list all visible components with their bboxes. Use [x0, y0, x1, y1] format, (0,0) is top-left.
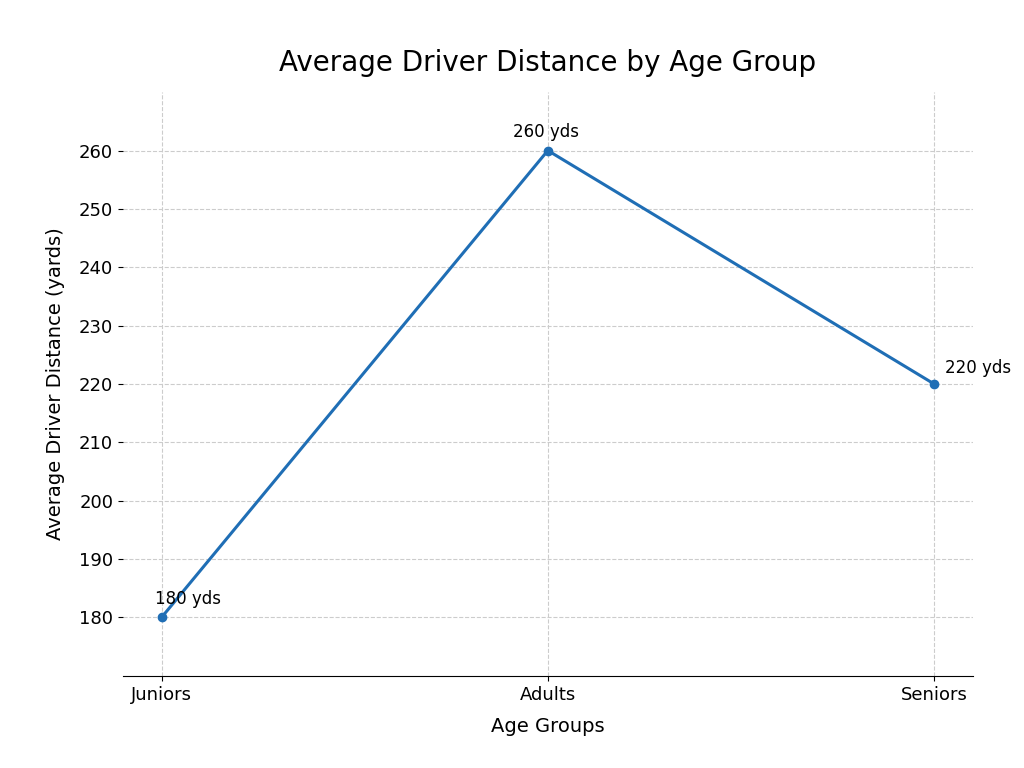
- Text: 180 yds: 180 yds: [155, 590, 220, 607]
- X-axis label: Age Groups: Age Groups: [492, 717, 604, 737]
- Text: 260 yds: 260 yds: [513, 123, 580, 141]
- Y-axis label: Average Driver Distance (yards): Average Driver Distance (yards): [46, 227, 65, 541]
- Title: Average Driver Distance by Age Group: Average Driver Distance by Age Group: [280, 49, 816, 78]
- Text: 220 yds: 220 yds: [945, 359, 1012, 377]
